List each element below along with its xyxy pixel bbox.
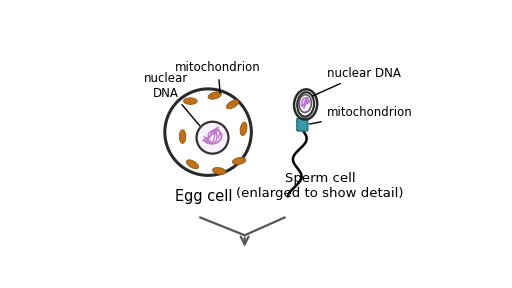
- Ellipse shape: [226, 100, 239, 109]
- Text: mitochondrion: mitochondrion: [309, 106, 413, 124]
- Ellipse shape: [186, 160, 199, 169]
- Ellipse shape: [183, 98, 197, 105]
- Ellipse shape: [179, 130, 186, 143]
- Text: mitochondrion: mitochondrion: [175, 61, 261, 93]
- Text: nuclear DNA: nuclear DNA: [313, 67, 400, 96]
- Ellipse shape: [197, 122, 228, 154]
- Text: Egg cell: Egg cell: [175, 189, 232, 204]
- Ellipse shape: [232, 158, 246, 164]
- Ellipse shape: [297, 92, 314, 117]
- Ellipse shape: [240, 122, 247, 136]
- FancyBboxPatch shape: [297, 118, 308, 131]
- Ellipse shape: [212, 167, 226, 175]
- Text: Sperm cell
(enlarged to show detail): Sperm cell (enlarged to show detail): [237, 172, 404, 200]
- Ellipse shape: [208, 92, 221, 99]
- Text: nuclear
DNA: nuclear DNA: [144, 72, 200, 126]
